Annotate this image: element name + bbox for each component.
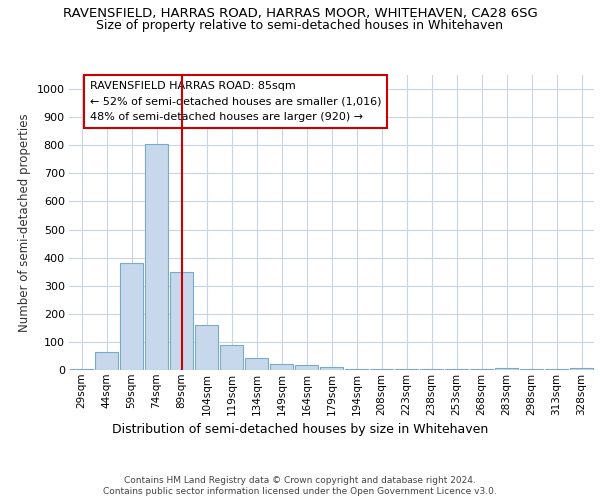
Bar xyxy=(520,369,543,370)
Bar xyxy=(395,369,418,370)
Bar xyxy=(145,144,168,370)
Bar xyxy=(245,358,268,370)
Bar xyxy=(120,263,143,370)
Text: Distribution of semi-detached houses by size in Whitehaven: Distribution of semi-detached houses by … xyxy=(112,422,488,436)
Bar xyxy=(220,344,243,370)
Bar xyxy=(545,369,568,370)
Bar xyxy=(70,368,93,370)
Bar xyxy=(170,272,193,370)
Bar xyxy=(295,365,318,370)
Y-axis label: Number of semi-detached properties: Number of semi-detached properties xyxy=(18,113,31,332)
Bar xyxy=(270,364,293,370)
Bar xyxy=(95,352,118,370)
Bar xyxy=(370,369,393,370)
Bar xyxy=(420,369,443,370)
Text: RAVENSFIELD HARRAS ROAD: 85sqm
← 52% of semi-detached houses are smaller (1,016): RAVENSFIELD HARRAS ROAD: 85sqm ← 52% of … xyxy=(90,81,382,122)
Bar xyxy=(445,369,468,370)
Bar xyxy=(345,369,368,370)
Bar xyxy=(195,325,218,370)
Text: Contains public sector information licensed under the Open Government Licence v3: Contains public sector information licen… xyxy=(103,487,497,496)
Bar xyxy=(570,368,593,370)
Bar xyxy=(320,367,343,370)
Text: Contains HM Land Registry data © Crown copyright and database right 2024.: Contains HM Land Registry data © Crown c… xyxy=(124,476,476,485)
Text: Size of property relative to semi-detached houses in Whitehaven: Size of property relative to semi-detach… xyxy=(97,19,503,32)
Bar xyxy=(495,368,518,370)
Text: RAVENSFIELD, HARRAS ROAD, HARRAS MOOR, WHITEHAVEN, CA28 6SG: RAVENSFIELD, HARRAS ROAD, HARRAS MOOR, W… xyxy=(62,8,538,20)
Bar xyxy=(470,369,493,370)
